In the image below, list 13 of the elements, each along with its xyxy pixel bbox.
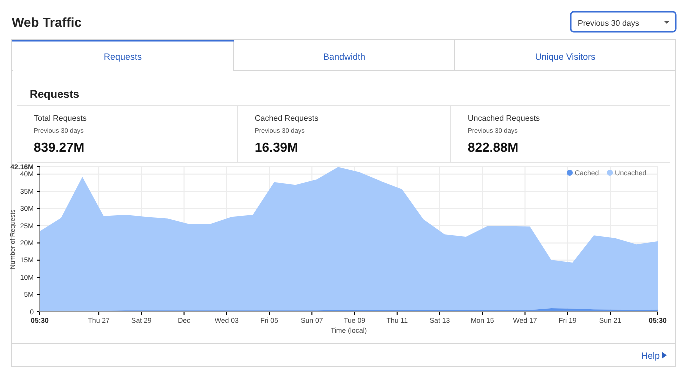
text: 16.39M [255, 140, 298, 155]
text: Total Requests [34, 114, 87, 123]
chart-title: Web Traffic [12, 15, 82, 30]
text: Help [641, 351, 660, 361]
text: 822.88M [468, 140, 519, 155]
text: Bandwidth [323, 52, 366, 62]
text: Cached Requests [255, 114, 319, 123]
text: Uncached Requests [468, 114, 540, 123]
chart-subtitle: Requests [30, 89, 80, 101]
text: 839.27M [34, 140, 85, 155]
text: Requests [104, 52, 143, 62]
text: Unique Visitors [535, 52, 596, 62]
text: Previous 30 days [578, 19, 640, 28]
